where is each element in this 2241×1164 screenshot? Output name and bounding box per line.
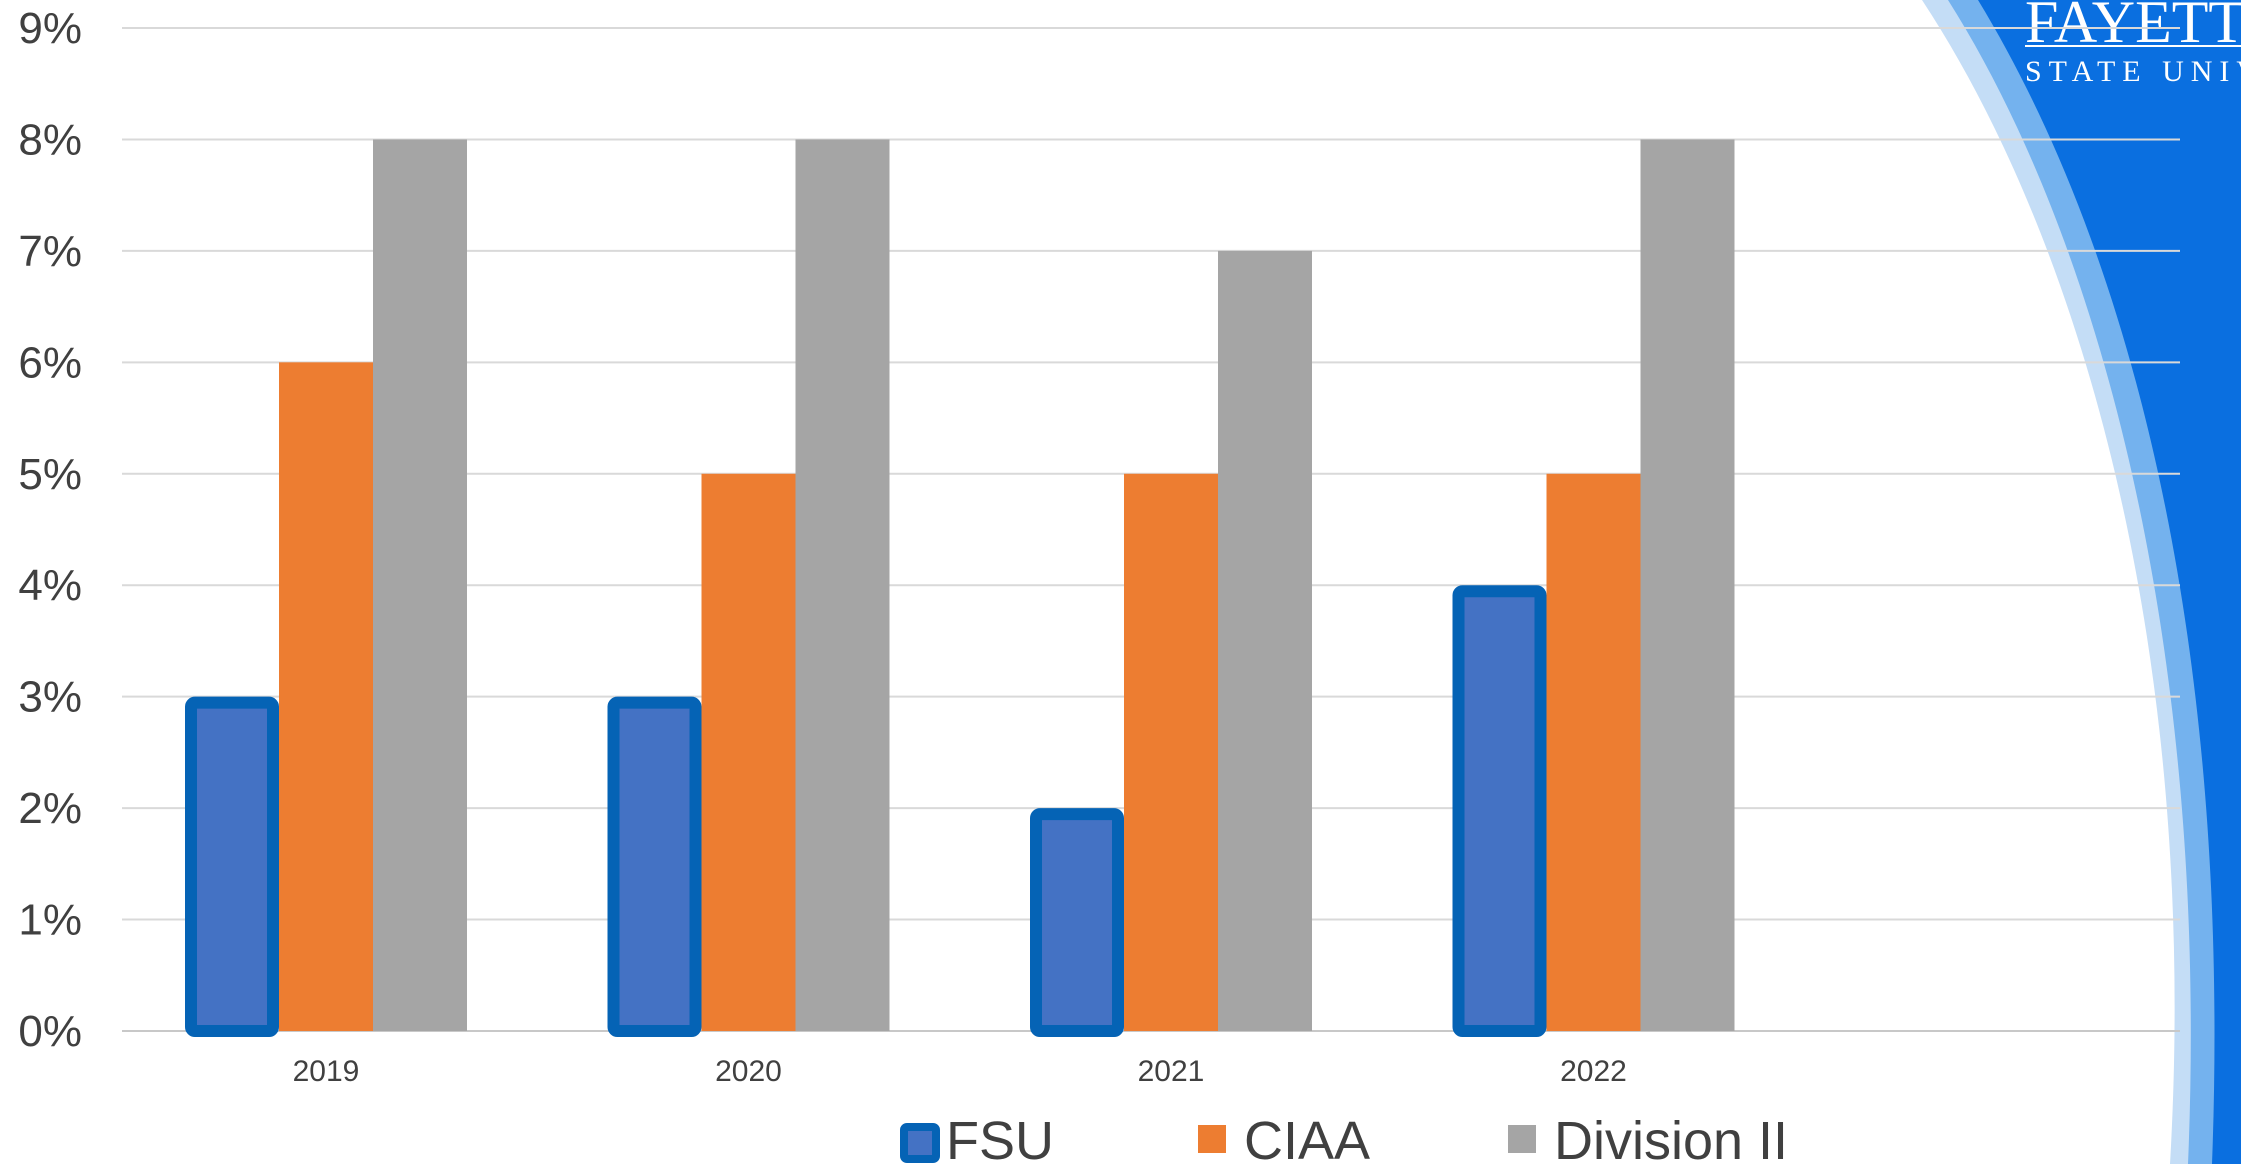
bar-division-ii (373, 139, 467, 1031)
legend-swatch (900, 1123, 940, 1163)
logo-text-line2: STATE UNIV (2025, 55, 2241, 88)
university-logo-decoration: FAYETTE STATE UNIV (1922, 0, 2241, 1164)
bars (185, 139, 1735, 1038)
x-axis: 2019 2020 2021 2022 (293, 1055, 1627, 1088)
legend: FSU CIAA Division II (900, 1111, 1788, 1164)
bar-division-ii (1640, 139, 1735, 1031)
bar-fsu (185, 696, 279, 1038)
legend-label: CIAA (1244, 1111, 1370, 1164)
y-tick-label: 3% (18, 673, 82, 722)
y-tick-label: 8% (18, 115, 82, 164)
legend-swatch (1508, 1125, 1536, 1153)
bar-fsu (607, 696, 702, 1038)
bar-division-ii (795, 139, 890, 1031)
x-tick-label: 2021 (1138, 1055, 1205, 1088)
x-tick-label: 2020 (715, 1055, 782, 1088)
y-tick-label: 6% (18, 338, 82, 387)
bar-ciaa (701, 473, 796, 1031)
y-tick-label: 5% (18, 450, 82, 499)
bar-fsu (1030, 808, 1124, 1037)
bar-division-ii (1218, 250, 1312, 1031)
bar-ciaa (1546, 473, 1641, 1031)
y-tick-label: 7% (18, 227, 82, 276)
logo-swoosh-dark (1978, 0, 2241, 1164)
y-axis: 0% 1% 2% 3% 4% 5% 6% 7% 8% 9% (18, 4, 82, 1056)
x-tick-label: 2019 (293, 1055, 360, 1088)
legend-swatch (1198, 1125, 1226, 1153)
bar-fsu (1452, 585, 1547, 1037)
x-tick-label: 2022 (1560, 1055, 1627, 1088)
y-tick-label: 9% (18, 4, 82, 53)
y-tick-label: 2% (18, 784, 82, 833)
y-tick-label: 0% (18, 1007, 82, 1056)
bar-ciaa (1124, 473, 1218, 1031)
y-tick-label: 1% (18, 896, 82, 945)
bar-ciaa (279, 362, 373, 1031)
legend-label: FSU (946, 1111, 1054, 1164)
legend-label: Division II (1554, 1111, 1788, 1164)
y-tick-label: 4% (18, 561, 82, 610)
